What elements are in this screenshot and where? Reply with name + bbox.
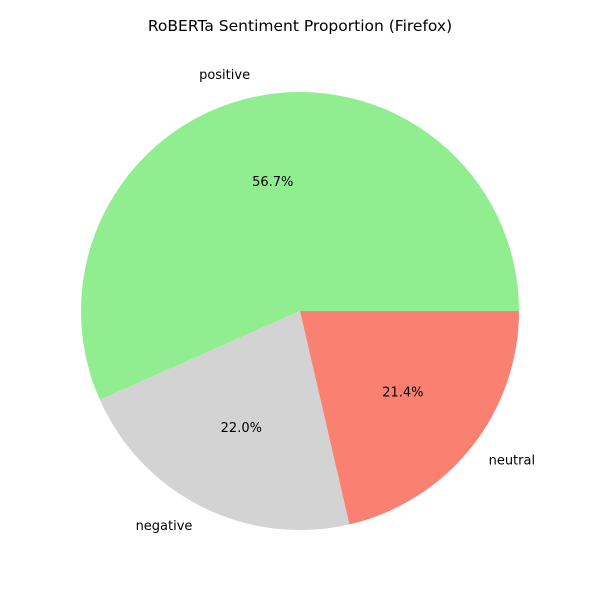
pie-slice-negative bbox=[99, 311, 350, 530]
slice-label-negative: negative bbox=[136, 519, 193, 534]
slice-label-positive: positive bbox=[199, 68, 250, 83]
pie-labels: positive 56.7% negative 22.0% neutral 21.4% bbox=[136, 68, 536, 534]
pct-label-negative: 22.0% bbox=[221, 421, 262, 436]
slice-label-neutral: neutral bbox=[489, 453, 536, 468]
pie-slice-positive bbox=[81, 92, 520, 400]
chart-title: RoBERTa Sentiment Proportion (Firefox) bbox=[148, 17, 452, 35]
pct-label-neutral: 21.4% bbox=[382, 385, 423, 400]
pie-slice-neutral bbox=[300, 311, 519, 525]
pct-label-positive: 56.7% bbox=[252, 175, 293, 190]
pie-slices bbox=[81, 92, 520, 530]
